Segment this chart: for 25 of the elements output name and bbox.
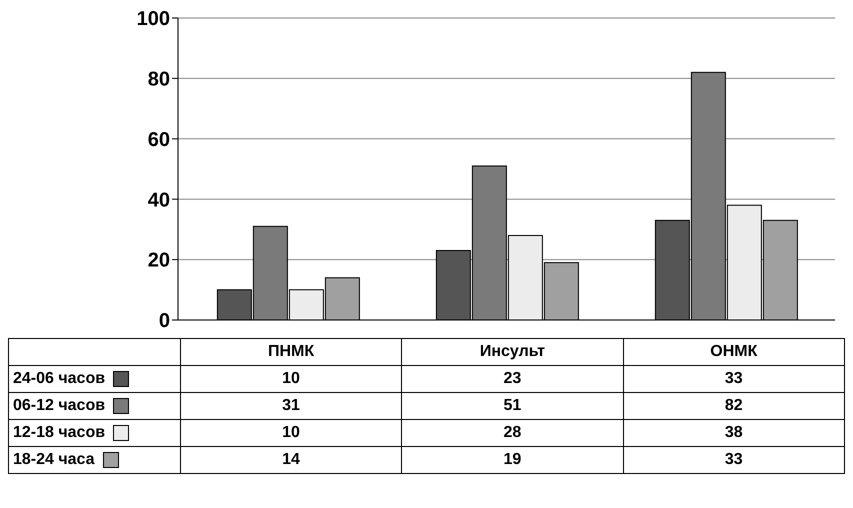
legend-label: 06-12 часов xyxy=(13,397,106,414)
data-label: 10 xyxy=(180,420,402,446)
y-tick-label: 80 xyxy=(148,68,170,90)
data-label: 14 xyxy=(180,446,402,474)
legend-label: 18-24 часа xyxy=(13,451,96,468)
y-tick-label: 40 xyxy=(148,189,170,212)
data-label: 51 xyxy=(402,392,624,420)
data-label: 28 xyxy=(402,420,624,446)
data-label: 33 xyxy=(623,446,844,474)
legend-label: 12-18 часов xyxy=(13,424,106,441)
x-tick-label: ОНМК xyxy=(623,338,844,366)
x-tick-label: ПНМК xyxy=(180,338,402,366)
data-label: 10 xyxy=(180,366,402,392)
y-tick-label: 20 xyxy=(148,250,170,272)
legend-label: 24-06 часов xyxy=(13,370,106,387)
data-label: 23 xyxy=(402,366,624,392)
data-label: 38 xyxy=(623,420,844,446)
data-label: 82 xyxy=(623,392,844,420)
y-tick-label: 0 xyxy=(158,310,170,332)
data-label: 19 xyxy=(402,446,624,474)
y-tick-label: 100 xyxy=(136,8,170,30)
y-tick-label: 60 xyxy=(148,128,170,151)
x-tick-label: Инсульт xyxy=(402,338,624,366)
data-label: 31 xyxy=(180,392,402,420)
data-label: 33 xyxy=(623,366,844,392)
